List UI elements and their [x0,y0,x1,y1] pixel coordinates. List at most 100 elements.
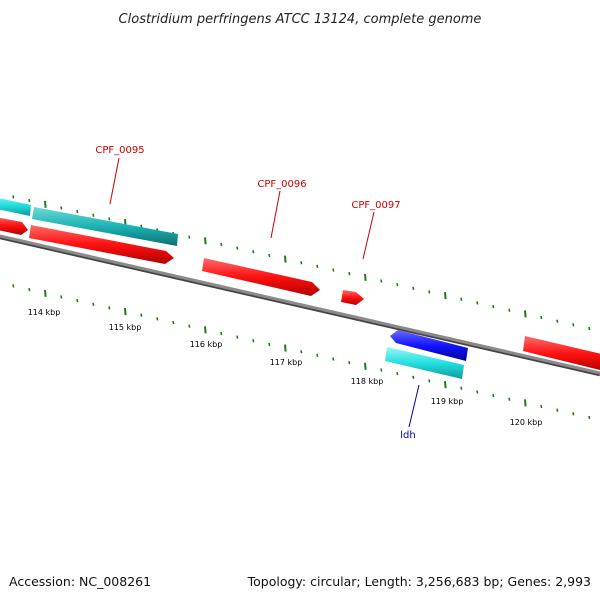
tick-label-115: 115 kbp [109,323,142,332]
minor-tick [396,371,399,376]
map-title: Clostridium perfringens ATCC 13124, comp… [119,12,482,27]
minor-tick [12,284,15,288]
minor-tick [332,268,335,272]
minor-tick [572,412,575,416]
minor-tick [28,198,31,203]
gene-feature-cpf-0095[interactable] [32,207,178,246]
major-tick [284,344,287,352]
minor-tick [508,308,511,312]
minor-tick [268,253,271,258]
major-tick [524,399,527,407]
minor-tick [348,361,351,365]
minor-tick [588,415,591,420]
leader-cpf-0097 [362,211,375,260]
minor-tick [460,297,463,301]
minor-tick [92,213,95,217]
gene-label-cpf-0095[interactable]: CPF_0095 [95,145,144,156]
minor-tick [476,390,479,394]
minor-tick [348,272,351,276]
tick-label-114: 114 kbp [28,308,61,317]
minor-tick [412,375,415,379]
gene-feature-ldh[interactable] [385,347,464,379]
minor-tick [220,331,223,336]
minor-tick [332,357,335,361]
major-tick [444,381,447,389]
gene-label-cpf-0097[interactable]: CPF_0097 [351,200,400,211]
major-tick [44,289,47,297]
minor-tick [252,339,255,343]
minor-tick [76,298,79,303]
minor-tick [380,279,383,283]
major-tick [364,362,367,370]
cds-feature-cpf-0097[interactable] [341,290,364,305]
minor-tick [492,304,495,309]
minor-tick [236,335,239,339]
major-tick [124,307,127,316]
leader-cpf-0095 [109,157,120,205]
minor-tick [172,320,175,325]
minor-tick [92,302,95,306]
minor-tick [556,319,559,323]
minor-tick [108,306,111,310]
minor-tick [428,290,431,294]
major-tick [524,310,527,318]
minor-tick [460,386,463,390]
minor-tick [540,315,543,320]
gene-label-ldh[interactable]: ldh [400,430,415,441]
minor-tick [412,286,415,290]
major-tick [204,237,207,245]
minor-tick [28,287,31,292]
cds-feature-cpf-0095[interactable] [29,225,174,264]
minor-tick [12,195,15,199]
cds-feature-right-edge[interactable] [523,336,600,372]
major-tick [364,273,367,281]
tick-label-119: 119 kbp [431,397,464,406]
minor-tick [108,217,111,221]
lower-tick-row [12,284,591,420]
minor-tick [60,295,63,299]
minor-tick [572,323,575,327]
leader-cpf-0096 [270,190,281,239]
minor-tick [380,368,383,372]
tick-label-116: 116 kbp [190,340,223,349]
minor-tick [492,393,495,398]
minor-tick [156,317,159,321]
genome-summary-text: Topology: circular; Length: 3,256,683 bp… [247,574,591,589]
cds-feature-ldh-blue[interactable] [390,330,468,361]
accession-text: Accession: NC_008261 [9,574,151,589]
minor-tick [508,397,511,401]
cds-feature-cpf-0096[interactable] [202,258,320,296]
minor-tick [316,264,319,269]
minor-tick [220,242,223,247]
major-tick [284,255,287,263]
major-tick [204,326,207,334]
minor-tick [140,313,143,317]
minor-tick [76,209,79,214]
minor-tick [556,408,559,412]
minor-tick [428,379,431,383]
genome-backbone [0,234,600,375]
minor-tick [268,342,271,347]
gene-label-cpf-0096[interactable]: CPF_0096 [257,179,306,190]
cds-feature-left-edge[interactable] [0,216,28,235]
leader-ldh [408,384,420,428]
major-tick [444,292,447,300]
upper-tick-row [12,195,591,331]
minor-tick [396,282,399,287]
minor-tick [300,350,303,354]
minor-tick [476,301,479,305]
minor-tick [188,324,191,328]
minor-tick [300,261,303,265]
minor-tick [60,206,63,210]
tick-label-117: 117 kbp [270,358,303,367]
minor-tick [188,235,191,239]
minor-tick [252,250,255,254]
minor-tick [316,353,319,358]
gene-feature-cyan-left[interactable] [0,194,31,216]
minor-tick [236,246,239,250]
minor-tick [588,326,591,331]
tick-label-120: 120 kbp [510,418,543,427]
minor-tick [540,404,543,409]
tick-label-118: 118 kbp [351,377,384,386]
